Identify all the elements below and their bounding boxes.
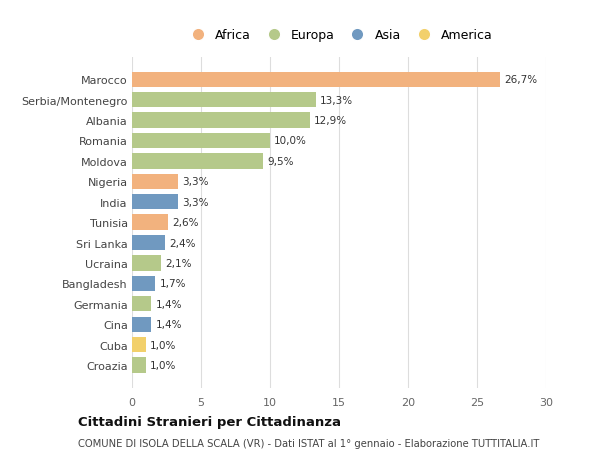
Text: 1,4%: 1,4%: [155, 319, 182, 330]
Bar: [132, 235, 165, 251]
Bar: [132, 276, 155, 291]
Text: 2,6%: 2,6%: [172, 218, 199, 228]
Bar: [132, 317, 151, 332]
Text: 9,5%: 9,5%: [267, 157, 294, 167]
Text: 1,4%: 1,4%: [155, 299, 182, 309]
Text: COMUNE DI ISOLA DELLA SCALA (VR) - Dati ISTAT al 1° gennaio - Elaborazione TUTTI: COMUNE DI ISOLA DELLA SCALA (VR) - Dati …: [78, 438, 539, 448]
Bar: [132, 154, 263, 169]
Bar: [132, 215, 168, 230]
Text: 13,3%: 13,3%: [320, 95, 353, 106]
Bar: [132, 113, 310, 129]
Bar: [132, 297, 151, 312]
Text: 1,0%: 1,0%: [150, 360, 176, 370]
Bar: [132, 358, 146, 373]
Legend: Africa, Europa, Asia, America: Africa, Europa, Asia, America: [180, 24, 498, 47]
Bar: [132, 174, 178, 190]
Text: 10,0%: 10,0%: [274, 136, 307, 146]
Text: 2,1%: 2,1%: [165, 258, 191, 269]
Text: 1,7%: 1,7%: [160, 279, 186, 289]
Text: 1,0%: 1,0%: [150, 340, 176, 350]
Bar: [132, 93, 316, 108]
Bar: [132, 73, 500, 88]
Text: 3,3%: 3,3%: [182, 177, 208, 187]
Bar: [132, 256, 161, 271]
Text: Cittadini Stranieri per Cittadinanza: Cittadini Stranieri per Cittadinanza: [78, 415, 341, 428]
Text: 3,3%: 3,3%: [182, 197, 208, 207]
Bar: [132, 195, 178, 210]
Bar: [132, 134, 270, 149]
Text: 26,7%: 26,7%: [505, 75, 538, 85]
Text: 12,9%: 12,9%: [314, 116, 347, 126]
Bar: [132, 337, 146, 353]
Text: 2,4%: 2,4%: [169, 238, 196, 248]
